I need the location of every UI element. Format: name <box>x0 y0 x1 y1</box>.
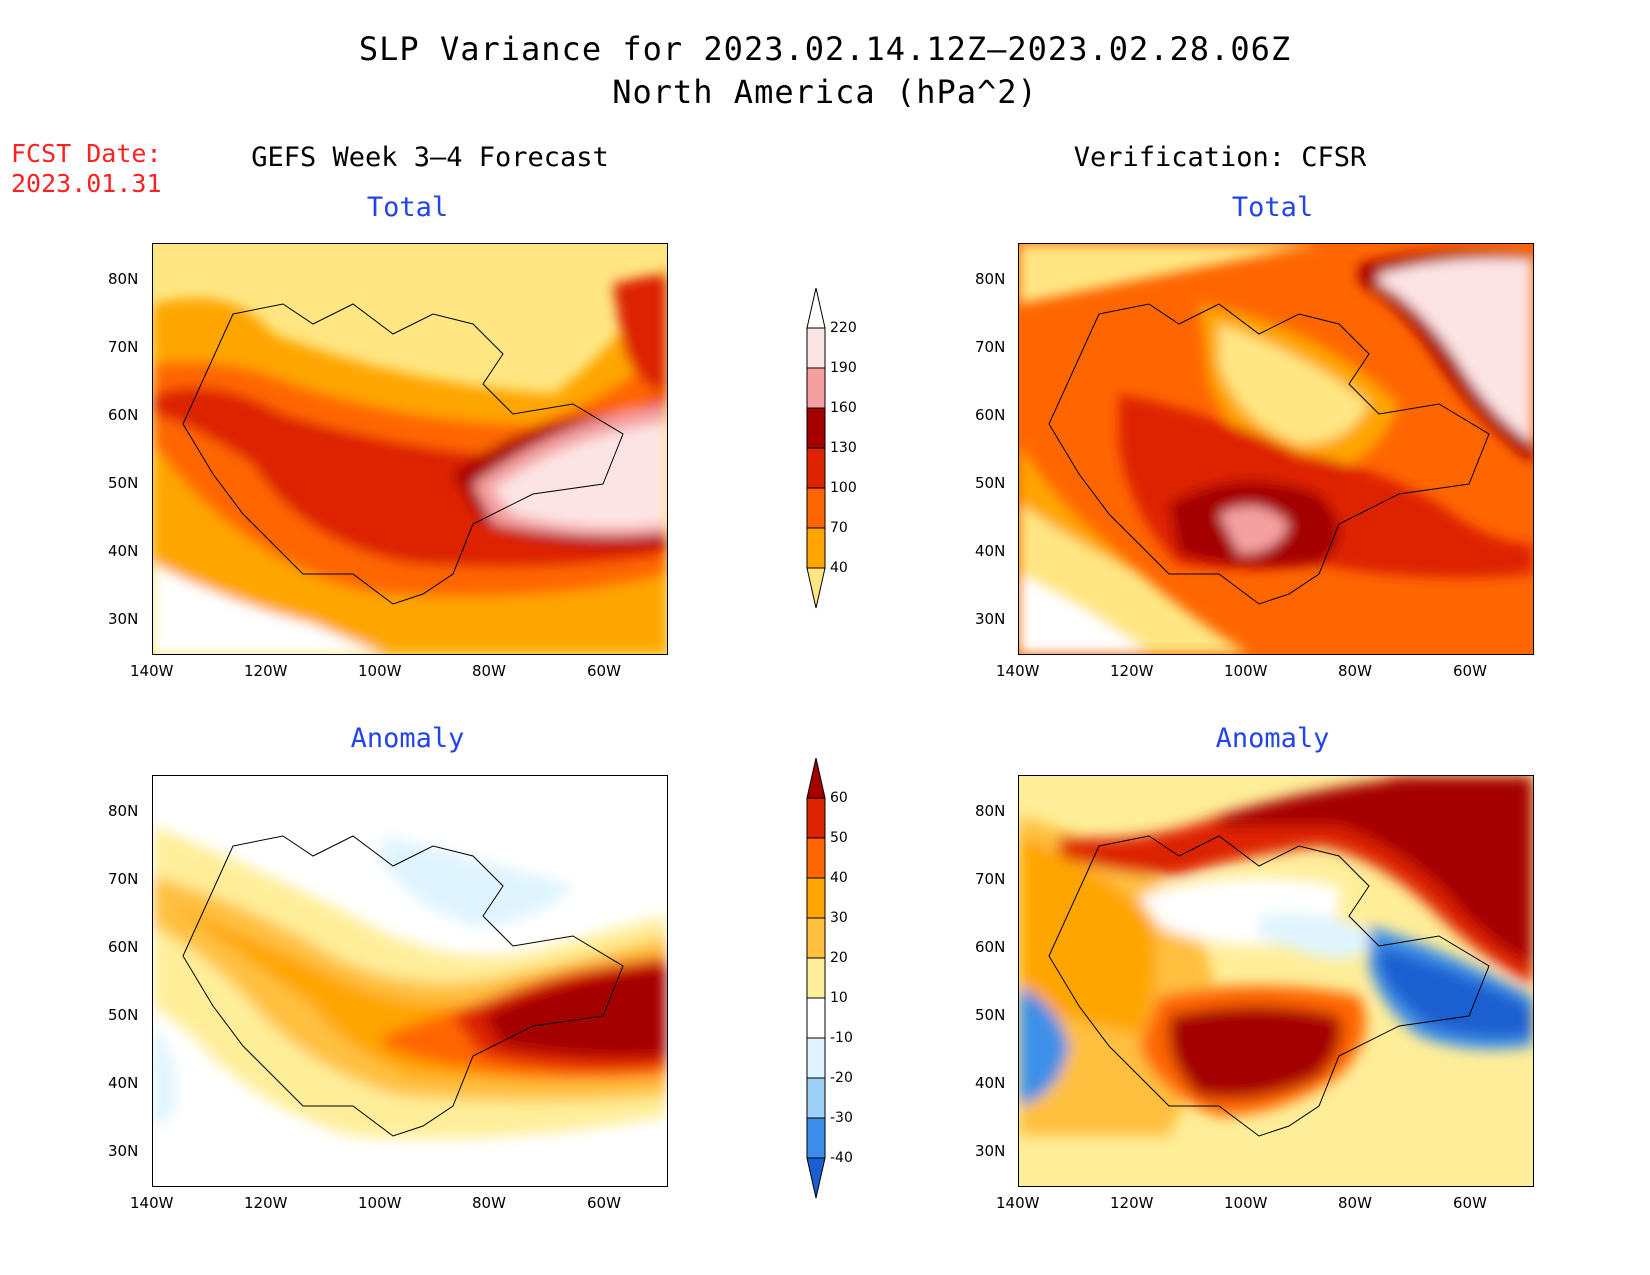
lon-label: 120W <box>1110 1194 1154 1212</box>
lat-label: 40N <box>975 1074 1006 1092</box>
lon-label: 100W <box>1224 662 1268 680</box>
map-verification-total <box>1018 243 1534 655</box>
colorbar-label: 20 <box>830 950 848 966</box>
colorbar-label: 190 <box>830 360 857 376</box>
title-line-2: North America (hPa^2) <box>612 73 1038 111</box>
lon-label: 60W <box>587 662 621 680</box>
colorbar-label: 10 <box>830 990 848 1006</box>
fcst-date-value: 2023.01.31 <box>11 169 162 198</box>
lat-label: 50N <box>975 474 1006 492</box>
colorbar-label: 40 <box>830 560 848 576</box>
lat-label: 40N <box>108 542 139 560</box>
lat-label: 80N <box>108 270 139 288</box>
colorbar-anomaly: 60 50 40 30 20 10 -10 -20 -30 -40 <box>806 758 896 1208</box>
colorbar-label: 220 <box>830 320 857 336</box>
lat-label: 70N <box>108 870 139 888</box>
map-forecast-total <box>152 243 668 655</box>
colorbar-label: 40 <box>830 870 848 886</box>
fcst-date-label: FCST Date: <box>11 139 162 168</box>
lat-label: 80N <box>975 802 1006 820</box>
lon-label: 80W <box>1338 1194 1372 1212</box>
lat-label: 50N <box>975 1006 1006 1024</box>
panel-title-forecast-total: Total <box>366 192 449 223</box>
panel-title-verification-total: Total <box>1231 192 1314 223</box>
lon-label: 140W <box>996 662 1040 680</box>
lon-label: 80W <box>472 1194 506 1212</box>
colorbar-label: 50 <box>830 830 848 846</box>
colorbar-label: 70 <box>830 520 848 536</box>
panel-title-forecast-anomaly: Anomaly <box>350 723 465 754</box>
map-forecast-anomaly <box>152 775 668 1187</box>
lat-label: 70N <box>108 338 139 356</box>
panel-title-verification-anomaly: Anomaly <box>1215 723 1330 754</box>
colorbar-label: -20 <box>830 1070 853 1086</box>
lon-label: 120W <box>244 662 288 680</box>
map-verification-anomaly <box>1018 775 1534 1187</box>
lon-label: 140W <box>130 1194 174 1212</box>
lon-label: 100W <box>358 1194 402 1212</box>
lat-label: 30N <box>975 1142 1006 1160</box>
column-heading-verification: Verification: CFSR <box>1073 142 1367 173</box>
colorbar-total: 220 190 160 130 100 70 40 <box>806 288 896 618</box>
lat-label: 60N <box>108 406 139 424</box>
lon-label: 100W <box>358 662 402 680</box>
lat-label: 30N <box>975 610 1006 628</box>
lon-label: 140W <box>996 1194 1040 1212</box>
lon-label: 120W <box>1110 662 1154 680</box>
lat-label: 70N <box>975 338 1006 356</box>
colorbar-label: -40 <box>830 1150 853 1166</box>
lat-label: 40N <box>108 1074 139 1092</box>
lon-label: 140W <box>130 662 174 680</box>
lat-label: 30N <box>108 1142 139 1160</box>
colorbar-label: 30 <box>830 910 848 926</box>
colorbar-label: 100 <box>830 480 857 496</box>
colorbar-label: -10 <box>830 1030 853 1046</box>
lat-label: 60N <box>108 938 139 956</box>
lat-label: 80N <box>975 270 1006 288</box>
colorbar-label: 60 <box>830 790 848 806</box>
lon-label: 60W <box>1453 1194 1487 1212</box>
column-heading-forecast: GEFS Week 3–4 Forecast <box>251 142 609 173</box>
lat-label: 50N <box>108 1006 139 1024</box>
lat-label: 50N <box>108 474 139 492</box>
colorbar-label: -30 <box>830 1110 853 1126</box>
lon-label: 80W <box>472 662 506 680</box>
lat-label: 70N <box>975 870 1006 888</box>
lon-label: 100W <box>1224 1194 1268 1212</box>
title-line-1: SLP Variance for 2023.02.14.12Z–2023.02.… <box>358 30 1292 68</box>
lat-label: 80N <box>108 802 139 820</box>
lat-label: 60N <box>975 406 1006 424</box>
lon-label: 60W <box>1453 662 1487 680</box>
colorbar-label: 130 <box>830 440 857 456</box>
lat-label: 60N <box>975 938 1006 956</box>
lat-label: 30N <box>108 610 139 628</box>
lon-label: 80W <box>1338 662 1372 680</box>
lat-label: 40N <box>975 542 1006 560</box>
colorbar-label: 160 <box>830 400 857 416</box>
lon-label: 60W <box>587 1194 621 1212</box>
lon-label: 120W <box>244 1194 288 1212</box>
